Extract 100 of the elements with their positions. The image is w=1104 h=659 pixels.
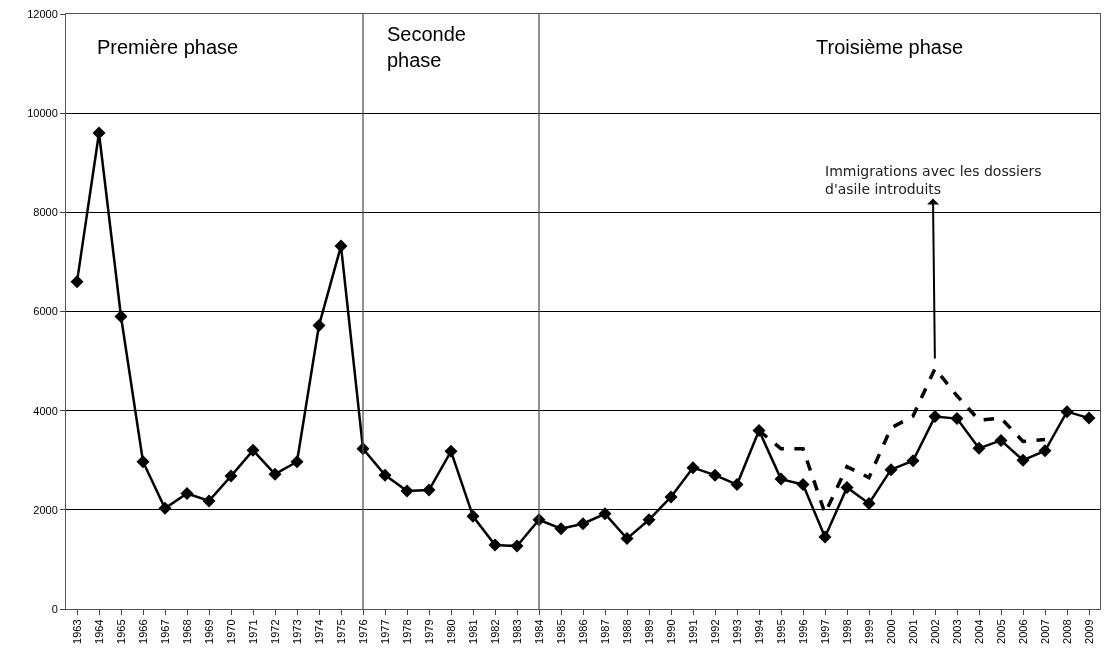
x-tick-label: 1998 — [840, 619, 853, 644]
y-tick-label: 4000 — [33, 404, 58, 417]
x-tick-label: 1997 — [818, 619, 831, 644]
x-tick-label: 2002 — [928, 619, 941, 644]
x-tick-label: 1970 — [224, 619, 237, 644]
point — [576, 517, 590, 531]
x-tick-label: 1971 — [246, 619, 259, 644]
point — [708, 468, 722, 482]
point — [730, 478, 744, 492]
x-tick-label: 1981 — [466, 619, 479, 644]
x-tick-label: 1990 — [664, 619, 677, 644]
x-tick-label: 2008 — [1060, 619, 1073, 644]
x-tick-label: 1982 — [488, 619, 501, 644]
point — [950, 412, 964, 426]
x-tick-label: 1985 — [554, 619, 567, 644]
x-tick-label: 1974 — [312, 619, 325, 644]
point — [444, 444, 458, 458]
annotation: Immigrations avec les dossiers d'asile introduits — [825, 163, 1042, 198]
x-tick-label: 1992 — [708, 619, 721, 644]
x-tick-label: 1977 — [378, 619, 391, 644]
x-tick-label: 1979 — [422, 619, 435, 644]
point — [796, 478, 810, 492]
x-tick-label: 1968 — [180, 619, 193, 644]
x-tick-label: 1966 — [136, 619, 149, 644]
point — [1060, 405, 1074, 419]
point — [92, 126, 106, 140]
point — [114, 309, 128, 323]
y-tick-label: 8000 — [33, 206, 58, 219]
point — [906, 454, 920, 468]
point — [840, 481, 854, 495]
y-tick-label: 10000 — [27, 107, 58, 120]
x-tick-label: 1989 — [642, 619, 655, 644]
point — [268, 467, 282, 481]
point — [180, 486, 194, 500]
point — [510, 539, 524, 553]
x-tick-label: 1975 — [334, 619, 347, 644]
x-tick-label: 1993 — [730, 619, 743, 644]
x-tick-label: 1991 — [686, 619, 699, 644]
y-tick-label: 12000 — [27, 7, 58, 20]
point — [928, 410, 942, 424]
x-tick-label: 2003 — [950, 619, 963, 644]
point — [686, 461, 700, 475]
x-tick-label: 1996 — [796, 619, 809, 644]
annotation: Première phase — [97, 36, 239, 58]
point — [818, 530, 832, 544]
point — [1082, 411, 1096, 425]
point — [334, 239, 348, 253]
x-tick-label: 1995 — [774, 619, 787, 644]
x-tick-label: 1980 — [444, 619, 457, 644]
point — [862, 496, 876, 510]
point — [554, 522, 568, 536]
x-tick-label: 1969 — [202, 619, 215, 644]
point — [642, 513, 656, 527]
x-tick-label: 1963 — [70, 619, 83, 644]
annotation: Troisième phase — [816, 36, 964, 58]
x-tick-label: 1973 — [290, 619, 303, 644]
point — [466, 509, 480, 523]
x-tick-label: 2009 — [1082, 619, 1095, 644]
point — [312, 318, 326, 332]
point — [246, 443, 260, 457]
point — [70, 275, 84, 289]
x-tick-label: 1984 — [532, 619, 545, 644]
y-tick-label: 6000 — [33, 305, 58, 318]
y-tick-label: 2000 — [33, 503, 58, 516]
x-tick-label: 1994 — [752, 619, 765, 644]
point — [994, 433, 1008, 447]
x-tick-label: 1983 — [510, 619, 523, 644]
x-tick-label: 1965 — [114, 619, 127, 644]
point — [774, 472, 788, 486]
point — [422, 483, 436, 497]
point — [972, 441, 986, 455]
point — [598, 507, 612, 521]
point — [224, 469, 238, 483]
point — [620, 532, 634, 546]
x-tick-label: 1987 — [598, 619, 611, 644]
point — [664, 490, 678, 504]
point — [202, 494, 216, 508]
x-tick-label: 1964 — [92, 619, 105, 644]
point — [136, 455, 150, 469]
x-tick-label: 1976 — [356, 619, 369, 644]
point — [884, 463, 898, 477]
x-tick-label: 1972 — [268, 619, 281, 644]
x-tick-label: 1988 — [620, 619, 633, 644]
point — [290, 455, 304, 469]
point — [400, 484, 414, 498]
x-tick-label: 1986 — [576, 619, 589, 644]
annotation: Seconde phase — [387, 23, 466, 71]
x-tick-label: 2005 — [994, 619, 1007, 644]
x-tick-label: 2006 — [1016, 619, 1029, 644]
x-tick-label: 2004 — [972, 619, 985, 644]
x-tick-label: 2001 — [906, 619, 919, 644]
y-tick-label: 0 — [51, 602, 58, 615]
point — [158, 501, 172, 515]
x-tick-label: 2000 — [884, 619, 897, 644]
x-tick-label: 1999 — [862, 619, 875, 644]
point — [1038, 444, 1052, 458]
x-tick-label: 2007 — [1038, 619, 1051, 644]
x-tick-label: 1967 — [158, 619, 171, 644]
point — [488, 538, 502, 552]
point — [1016, 453, 1030, 467]
